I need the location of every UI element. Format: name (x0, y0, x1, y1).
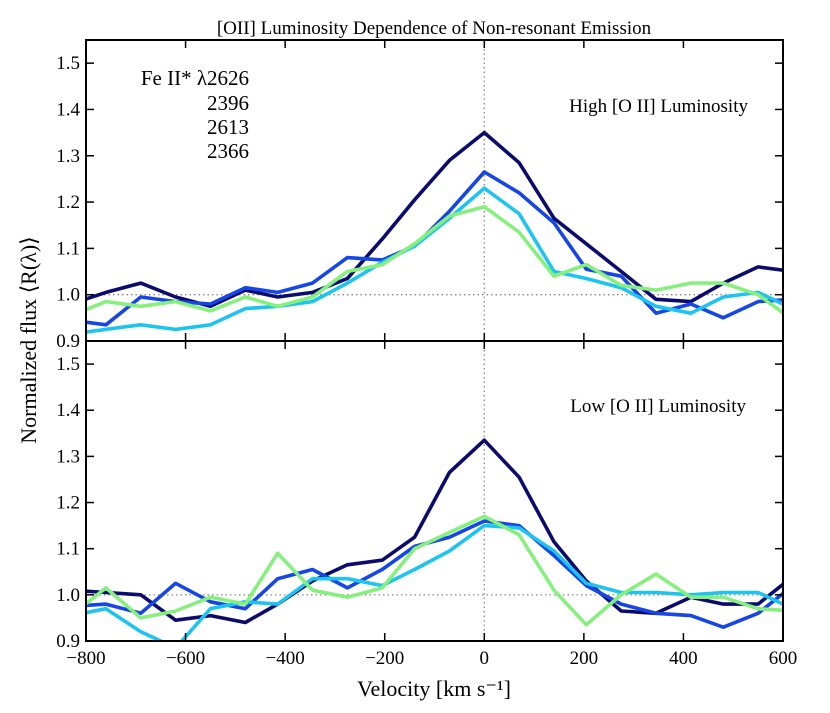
series-line-2366 (86, 514, 783, 627)
x-tick-label: 400 (669, 648, 698, 669)
panel-low-luminosity: 0.9 1.0 1.1 1.2 1.3 1.4 1.5 Low [O II] Luminos… (56, 340, 784, 652)
x-tick-label: −200 (365, 648, 404, 669)
x-tick-label: 0 (480, 648, 490, 669)
x-tick-label: 600 (769, 648, 798, 669)
series-line-2613 (86, 523, 783, 641)
panel-label: High [O II] Luminosity (569, 96, 748, 117)
legend-entry-2366: 2366 (207, 139, 249, 163)
x-tick-label: 200 (570, 648, 599, 669)
y-tick-label: 1.2 (56, 192, 80, 213)
y-tick-label: 1.5 (56, 53, 80, 74)
legend: Fe II* λ2626 2396 2613 2366 (141, 66, 249, 163)
y-tick-labels: 0.9 1.0 1.1 1.2 1.3 1.4 1.5 (56, 354, 80, 652)
y-tick-label: 1.4 (56, 99, 80, 120)
y-tick-label: 1.5 (56, 354, 80, 375)
legend-entry-2396: 2396 (207, 91, 249, 115)
tick-marks (85, 341, 784, 642)
x-tick-labels: −800 −600 −400 −200 0 200 400 600 (66, 648, 797, 669)
reference-lines (86, 341, 783, 641)
series-group (86, 438, 783, 641)
x-tick-label: −400 (266, 648, 305, 669)
y-axis-title: Normalized flux ⟨R(λ)⟩ (16, 236, 41, 443)
series-line-2626 (86, 438, 783, 625)
y-tick-label: 1.0 (56, 285, 80, 306)
y-tick-label: 1.3 (56, 146, 80, 167)
panel-label: Low [O II] Luminosity (570, 396, 746, 417)
y-tick-label: 1.0 (56, 585, 80, 606)
y-tick-label: 1.3 (56, 446, 80, 467)
series-line-2613 (86, 186, 783, 334)
y-tick-label: 0.9 (56, 331, 80, 352)
reference-lines (86, 40, 783, 341)
y-tick-label: 1.1 (56, 539, 80, 560)
x-axis-title: Velocity [km s⁻¹] (357, 676, 511, 701)
x-tick-label: −600 (166, 648, 205, 669)
series-group (86, 130, 783, 334)
chart-title: [OII] Luminosity Dependence of Non-reson… (217, 18, 652, 39)
x-tick-label: −800 (66, 648, 105, 669)
axes-frame-bottom (85, 340, 784, 642)
series-line-2366 (86, 204, 783, 316)
legend-entry-2613: 2613 (207, 115, 249, 139)
series-line-2626 (86, 130, 783, 309)
y-tick-label: 1.2 (56, 493, 80, 514)
legend-entry-2626: Fe II* λ2626 (141, 66, 249, 90)
y-tick-label: 1.1 (56, 238, 80, 259)
y-tick-labels: 0.9 1.0 1.1 1.2 1.3 1.4 1.5 (56, 53, 80, 352)
y-tick-label: 0.9 (56, 631, 80, 652)
y-tick-label: 1.4 (56, 400, 80, 421)
